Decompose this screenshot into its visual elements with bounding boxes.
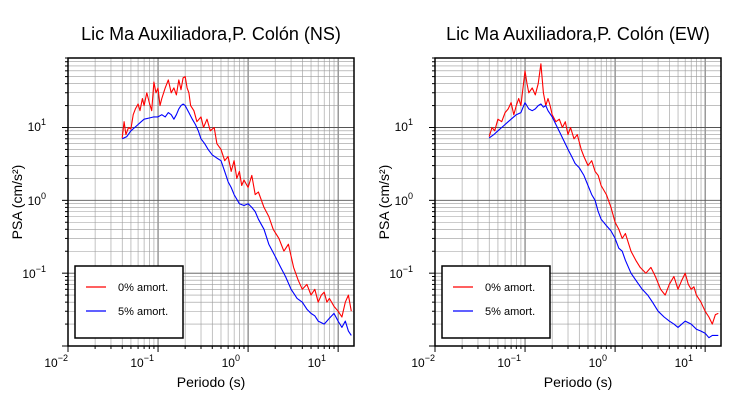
legend-box-ew	[441, 265, 551, 339]
series-line-0pct-ew	[488, 63, 719, 325]
x-tick-label: 100	[222, 353, 240, 370]
legend-label-1-ns: 5% amort.	[118, 306, 168, 318]
y-tick-label: 101	[395, 117, 413, 134]
y-axis-label-ns: PSA (cm/s²)	[9, 165, 25, 240]
x-tick-labels-ns: 10−2 10−1 100 101	[44, 353, 326, 370]
series-line-0pct-ns	[121, 76, 352, 318]
x-tick-label: 10−1	[130, 353, 154, 370]
series-group-ns	[121, 76, 352, 336]
legend-label-0-ew: 0% amort.	[485, 282, 535, 294]
y-tick-label: 10−1	[389, 264, 413, 281]
legend-label-0-ns: 0% amort.	[118, 282, 168, 294]
chart-title-ns: Lic Ma Auxiliadora,P. Colón (NS)	[81, 24, 341, 44]
y-tick-label: 100	[28, 191, 46, 208]
x-axis-label-ns: Periodo (s)	[177, 374, 245, 390]
y-tick-label: 10−1	[22, 264, 46, 281]
y-tick-label: 101	[28, 117, 46, 134]
x-tick-labels-ew: 10−2 10−1 100 101	[411, 353, 693, 370]
series-group-ew	[488, 63, 719, 339]
legend-box-ns	[74, 265, 184, 339]
x-tick-label: 100	[589, 353, 607, 370]
legend-ew: 0% amort. 5% amort.	[441, 265, 551, 339]
series-line-5pct-ns	[121, 103, 352, 336]
y-tick-label: 100	[395, 191, 413, 208]
x-tick-label: 10−1	[497, 353, 521, 370]
plot-frame-ew	[434, 57, 722, 347]
y-axis-label-ew: PSA (cm/s²)	[376, 165, 392, 240]
x-tick-label: 10−2	[411, 353, 435, 370]
panel-ns: Lic Ma Auxiliadora,P. Colón (NS) 10−2 10…	[9, 24, 355, 390]
y-tick-labels-ns: 10−1 100 101	[22, 117, 46, 281]
x-tick-label: 10−2	[44, 353, 68, 370]
x-tick-label: 101	[675, 353, 693, 370]
x-tick-label: 101	[308, 353, 326, 370]
y-tick-labels-ew: 10−1 100 101	[389, 117, 413, 281]
legend-label-1-ew: 5% amort.	[485, 306, 535, 318]
panel-ew: Lic Ma Auxiliadora,P. Colón (EW) 10−2 10…	[376, 24, 722, 390]
plot-frame-ns	[67, 57, 355, 347]
chart-title-ew: Lic Ma Auxiliadora,P. Colón (EW)	[446, 24, 710, 44]
series-line-5pct-ew	[488, 102, 719, 339]
legend-ns: 0% amort. 5% amort.	[74, 265, 184, 339]
x-axis-label-ew: Periodo (s)	[544, 374, 612, 390]
